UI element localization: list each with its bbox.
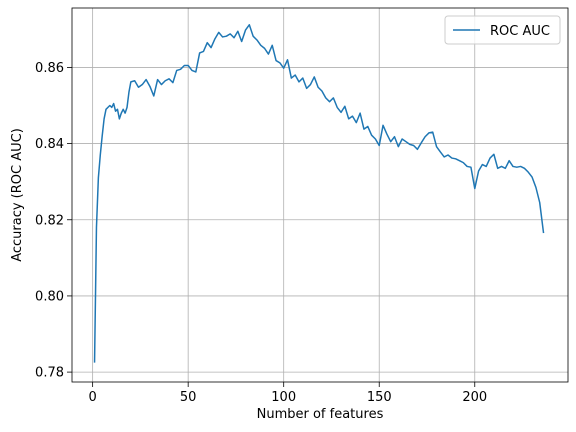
y-tick-label: 0.82 [35, 213, 64, 228]
legend-box [444, 15, 561, 45]
series-layer [93, 24, 545, 363]
grid [72, 8, 568, 382]
axes-background [72, 8, 568, 382]
x-axis-label: Number of features [257, 407, 384, 422]
axes-frame [71, 7, 569, 383]
plot-area: 0 50 100 150 200 0.78 0.80 0.82 0.84 0.86 [35, 7, 569, 405]
x-tick-label: 0 [88, 390, 96, 405]
legend-label: ROC AUC [490, 24, 550, 39]
y-axis-label: Accuracy (ROC AUC) [10, 128, 25, 262]
x-tick-label: 50 [180, 390, 197, 405]
y-tick-label: 0.84 [35, 137, 64, 152]
y-tick-label: 0.80 [35, 289, 64, 304]
y-tick-label: 0.78 [35, 366, 64, 381]
y-tick-label: 0.86 [35, 61, 64, 76]
x-tick-label: 100 [271, 390, 296, 405]
x-tick-label: 200 [462, 390, 487, 405]
series-line-roc-auc [93, 24, 545, 363]
x-tick-label: 150 [367, 390, 392, 405]
ticks: 0 50 100 150 200 0.78 0.80 0.82 0.84 0.86 [35, 61, 487, 405]
legend: ROC AUC [444, 15, 561, 45]
